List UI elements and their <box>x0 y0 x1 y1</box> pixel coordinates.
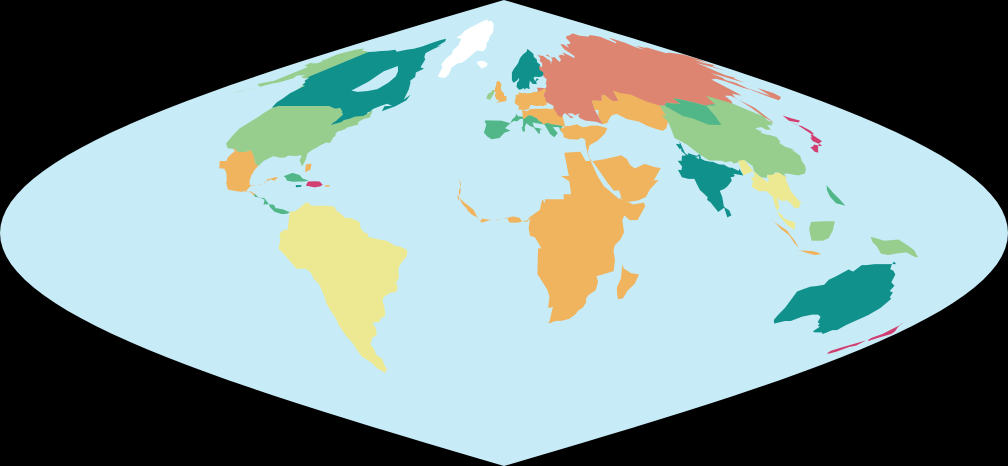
PuertoRico <box>325 185 330 187</box>
Jamaica <box>296 185 302 187</box>
